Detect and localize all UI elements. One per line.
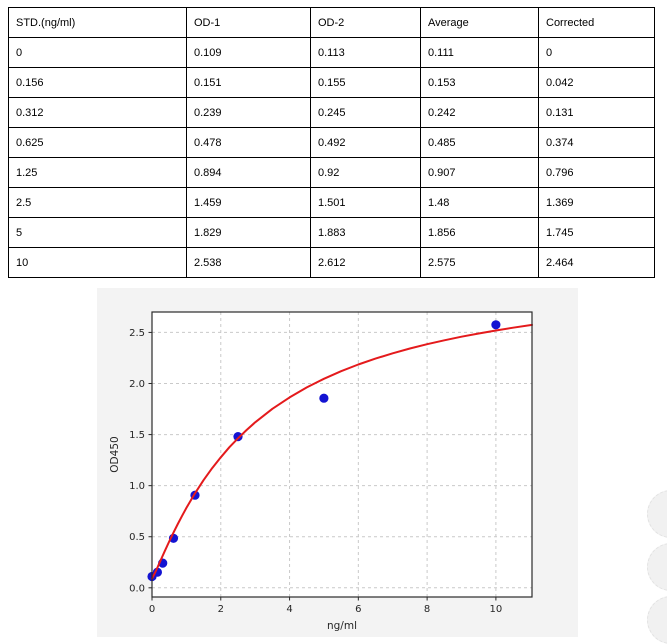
table-cell: 1.883 — [310, 217, 421, 248]
floating-button-placeholder[interactable] — [647, 543, 667, 591]
table-cell: 0.374 — [538, 127, 655, 158]
table-cell: 0.485 — [420, 127, 539, 158]
table-cell: 0.042 — [538, 67, 655, 98]
table-cell: 1.459 — [186, 187, 311, 218]
x-tick-label: 8 — [424, 604, 430, 615]
y-tick-label: 2.0 — [129, 379, 145, 390]
table-cell: 0.242 — [420, 97, 539, 128]
floating-button-placeholder[interactable] — [647, 596, 667, 644]
table-cell: 0.113 — [310, 37, 421, 68]
table-cell: 1.856 — [420, 217, 539, 248]
column-header-od2: OD-2 — [310, 7, 421, 38]
standard-curve-chart: 0 2 4 6 8 10 0.0 0.5 1.0 1.5 2.0 2.5 ng/ml OD450 — [97, 288, 578, 637]
column-header-od1: OD-1 — [186, 7, 311, 38]
floating-button-placeholder[interactable] — [647, 490, 667, 538]
x-tick-label: 6 — [355, 604, 361, 615]
data-point — [491, 320, 501, 330]
table-row: 5 1.829 1.883 1.856 1.745 — [8, 217, 655, 248]
y-tick-label: 0.5 — [129, 532, 145, 543]
table-row: 0.312 0.239 0.245 0.242 0.131 — [8, 97, 655, 128]
x-tick-label: 0 — [149, 604, 155, 615]
table-cell: 0.245 — [310, 97, 421, 128]
table-cell: 0.109 — [186, 37, 311, 68]
table-cell: 0.131 — [538, 97, 655, 128]
table-cell: 5 — [8, 217, 187, 248]
table-row: 0.625 0.478 0.492 0.485 0.374 — [8, 127, 655, 158]
table-cell: 1.745 — [538, 217, 655, 248]
table-cell: 0.894 — [186, 157, 311, 188]
table-row: 1.25 0.894 0.92 0.907 0.796 — [8, 157, 655, 188]
table-cell: 0.151 — [186, 67, 311, 98]
y-tick-label: 2.5 — [129, 328, 145, 339]
table-cell: 0.153 — [420, 67, 539, 98]
data-point — [233, 432, 243, 442]
table-cell: 10 — [8, 247, 187, 278]
plot-border — [151, 311, 533, 598]
x-tick-label: 2 — [218, 604, 224, 615]
table-cell: 2.575 — [420, 247, 539, 278]
table-row: 0 0.109 0.113 0.111 0 — [8, 37, 655, 68]
table-cell: 1.501 — [310, 187, 421, 218]
standards-table: STD.(ng/ml) OD-1 OD-2 Average Corrected … — [8, 7, 655, 278]
table-cell: 0.625 — [8, 127, 187, 158]
table-cell: 1.25 — [8, 157, 187, 188]
table-cell: 2.5 — [8, 187, 187, 218]
table-cell: 1.829 — [186, 217, 311, 248]
y-tick-label: 1.5 — [129, 430, 145, 441]
column-header-corrected: Corrected — [538, 7, 655, 38]
table-header-row: STD.(ng/ml) OD-1 OD-2 Average Corrected — [8, 7, 655, 38]
table-cell: 0.492 — [310, 127, 421, 158]
y-tick-label: 1.0 — [129, 481, 145, 492]
data-point — [319, 393, 329, 403]
table-cell: 0 — [8, 37, 187, 68]
table-cell: 0.312 — [8, 97, 187, 128]
table-cell: 0.907 — [420, 157, 539, 188]
y-tick-label: 0.0 — [129, 583, 145, 594]
table-row: 2.5 1.459 1.501 1.48 1.369 — [8, 187, 655, 218]
fit-curve-line — [151, 323, 533, 580]
column-header-average: Average — [420, 7, 539, 38]
table-cell: 2.612 — [310, 247, 421, 278]
table-cell: 2.538 — [186, 247, 311, 278]
x-tick-label: 10 — [490, 604, 503, 615]
plot-area — [152, 312, 532, 597]
table-row: 10 2.538 2.612 2.575 2.464 — [8, 247, 655, 278]
y-axis-label: OD450 — [109, 436, 121, 472]
table-cell: 1.369 — [538, 187, 655, 218]
table-cell: 0.92 — [310, 157, 421, 188]
column-header-std: STD.(ng/ml) — [8, 7, 187, 38]
x-tick-label: 4 — [286, 604, 292, 615]
table-cell: 0.111 — [420, 37, 539, 68]
table-cell: 0.478 — [186, 127, 311, 158]
table-cell: 2.464 — [538, 247, 655, 278]
table-row: 0.156 0.151 0.155 0.153 0.042 — [8, 67, 655, 98]
table-cell: 0.155 — [310, 67, 421, 98]
table-cell: 0 — [538, 37, 655, 68]
table-cell: 1.48 — [420, 187, 539, 218]
table-cell: 0.156 — [8, 67, 187, 98]
standard-curve-figure: 0 2 4 6 8 10 0.0 0.5 1.0 1.5 2.0 2.5 ng/ml OD450 — [97, 288, 578, 637]
table-cell: 0.796 — [538, 157, 655, 188]
table-cell: 0.239 — [186, 97, 311, 128]
x-axis-label: ng/ml — [327, 620, 357, 632]
